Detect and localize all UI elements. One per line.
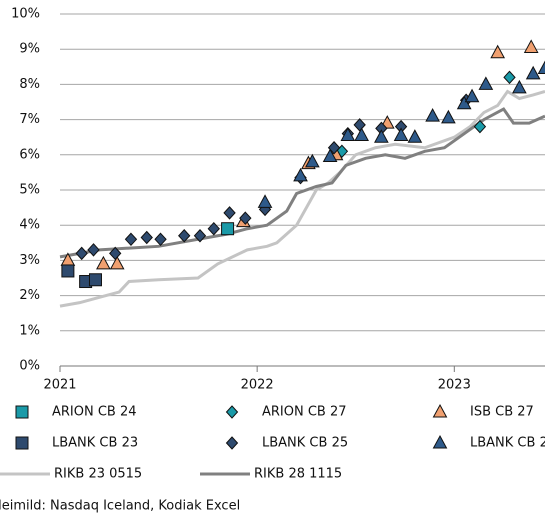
marker-triangle [425, 108, 440, 122]
marker-triangle [322, 148, 338, 163]
marker-diamond [207, 221, 220, 236]
marker-triangle [374, 129, 389, 143]
marker-diamond [178, 229, 191, 243]
legend-label: ARION CB 24 [52, 405, 137, 420]
marker-triangle [512, 79, 527, 94]
y-tick-label: 3% [19, 253, 40, 268]
marker-triangle [354, 127, 369, 141]
y-tick-label: 10% [11, 7, 40, 22]
y-tick-label: 5% [19, 183, 40, 198]
legend-label: LBANK CB 25 [262, 436, 348, 451]
marker-diamond [193, 229, 207, 243]
marker-triangle [305, 153, 320, 168]
marker-square [15, 405, 29, 419]
y-tick-label: 0% [19, 359, 40, 374]
legend-label: RIKB 28 1115 [254, 467, 342, 482]
marker-diamond [225, 436, 239, 450]
series-line [59, 107, 545, 259]
marker-triangle [432, 434, 448, 449]
marker-triangle [257, 194, 273, 208]
marker-triangle [537, 60, 545, 75]
legend-label: ARION CB 27 [262, 405, 347, 420]
marker-triangle [456, 95, 472, 110]
marker-diamond [109, 246, 122, 261]
marker-triangle [441, 109, 456, 124]
marker-diamond [225, 405, 239, 419]
marker-triangle [96, 255, 111, 270]
marker-triangle [109, 255, 125, 270]
marker-triangle [340, 127, 356, 141]
marker-triangle [393, 127, 409, 141]
marker-diamond [154, 232, 167, 247]
source-note: Heimild: Nasdaq Iceland, Kodiak Excel [0, 499, 240, 514]
x-tick-label: 2023 [438, 378, 471, 393]
x-tick-label: 2021 [43, 378, 76, 393]
marker-triangle [464, 88, 480, 103]
legend-label: ISB CB 27 [470, 405, 534, 420]
marker-diamond [353, 118, 366, 132]
marker-triangle [293, 167, 308, 182]
marker-square [88, 273, 102, 287]
y-tick-label: 2% [19, 288, 40, 303]
legend-label: RIKB 23 0515 [54, 467, 142, 482]
marker-square [61, 264, 75, 278]
marker-triangle [525, 65, 541, 80]
y-tick-label: 7% [19, 112, 40, 127]
legend-label: LBANK CB 27 [470, 436, 545, 451]
marker-diamond [87, 243, 100, 257]
marker-square [15, 436, 29, 450]
marker-diamond [75, 246, 88, 261]
y-tick-label: 6% [19, 147, 40, 162]
marker-triangle [432, 403, 448, 418]
marker-diamond [223, 206, 236, 220]
marker-triangle [490, 44, 506, 59]
y-tick-label: 1% [19, 323, 40, 338]
series-line [59, 89, 545, 308]
y-tick-label: 4% [19, 218, 40, 233]
marker-triangle [407, 129, 423, 143]
marker-diamond [473, 119, 487, 134]
y-tick-label: 9% [19, 42, 40, 57]
marker-triangle [478, 76, 494, 90]
marker-diamond [503, 70, 516, 85]
y-tick-label: 8% [19, 77, 40, 92]
marker-diamond [239, 211, 252, 225]
legend-label: LBANK CB 23 [52, 436, 138, 451]
marker-diamond [140, 230, 153, 245]
marker-triangle [523, 39, 539, 53]
x-tick-label: 2022 [241, 378, 274, 393]
marker-diamond [124, 232, 138, 247]
marker-square [221, 222, 235, 236]
